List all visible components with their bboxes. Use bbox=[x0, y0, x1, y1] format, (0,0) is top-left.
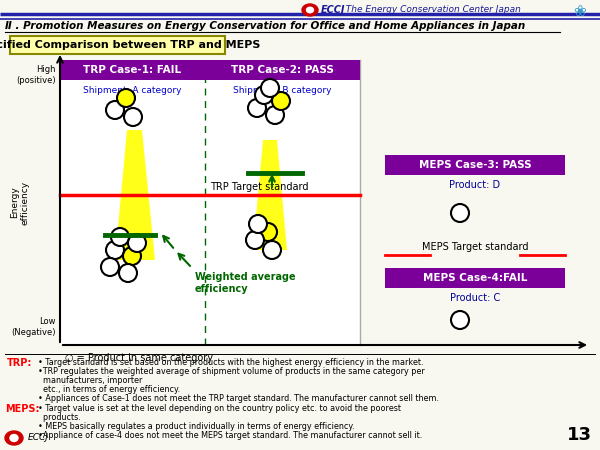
Text: products.: products. bbox=[38, 413, 81, 422]
Ellipse shape bbox=[5, 431, 23, 445]
Polygon shape bbox=[115, 130, 155, 260]
Text: TRP Case-2: PASS: TRP Case-2: PASS bbox=[231, 65, 334, 75]
Circle shape bbox=[272, 92, 290, 110]
Text: •Appliance of case-4 does not meet the MEPS target standard. The manufacturer ca: •Appliance of case-4 does not meet the M… bbox=[38, 431, 422, 440]
Text: TRP:: TRP: bbox=[7, 358, 32, 368]
FancyBboxPatch shape bbox=[385, 155, 565, 175]
Text: ECCJ: ECCJ bbox=[321, 5, 346, 15]
Ellipse shape bbox=[307, 7, 314, 13]
FancyBboxPatch shape bbox=[60, 60, 205, 80]
Text: ○ = Product in same category: ○ = Product in same category bbox=[65, 353, 213, 363]
Circle shape bbox=[255, 86, 273, 104]
Text: 13: 13 bbox=[567, 426, 592, 444]
Text: MEPS Target standard: MEPS Target standard bbox=[422, 242, 528, 252]
Text: Energy
efficiency: Energy efficiency bbox=[10, 180, 30, 225]
FancyBboxPatch shape bbox=[205, 60, 360, 80]
Text: • Target value is set at the level depending on the country policy etc. to avoid: • Target value is set at the level depen… bbox=[38, 404, 401, 413]
Circle shape bbox=[101, 258, 119, 276]
Circle shape bbox=[451, 204, 469, 222]
Polygon shape bbox=[253, 140, 287, 250]
FancyBboxPatch shape bbox=[60, 60, 360, 345]
FancyBboxPatch shape bbox=[385, 268, 565, 288]
Circle shape bbox=[248, 99, 266, 117]
Circle shape bbox=[117, 89, 135, 107]
Text: • MEPS basically regulates a product individually in terms of energy efficiency.: • MEPS basically regulates a product ind… bbox=[38, 422, 355, 431]
Circle shape bbox=[111, 228, 129, 246]
Circle shape bbox=[266, 106, 284, 124]
Text: Low
(Negative): Low (Negative) bbox=[11, 317, 56, 337]
Text: etc., in terms of energy efficiency.: etc., in terms of energy efficiency. bbox=[38, 385, 180, 394]
Circle shape bbox=[249, 215, 267, 233]
Circle shape bbox=[124, 108, 142, 126]
Circle shape bbox=[119, 264, 137, 282]
Circle shape bbox=[261, 79, 279, 97]
Ellipse shape bbox=[302, 4, 318, 16]
FancyBboxPatch shape bbox=[10, 36, 225, 54]
Circle shape bbox=[123, 247, 141, 265]
Circle shape bbox=[106, 101, 124, 119]
Text: High
(positive): High (positive) bbox=[16, 65, 56, 85]
Text: Ⅱ . Promotion Measures on Energy Conservation for Office and Home Appliances in : Ⅱ . Promotion Measures on Energy Conserv… bbox=[5, 21, 525, 31]
Text: Shipment: B category: Shipment: B category bbox=[233, 86, 332, 95]
Circle shape bbox=[106, 241, 124, 259]
Text: Shipment: A category: Shipment: A category bbox=[83, 86, 182, 95]
Text: ECCJ: ECCJ bbox=[28, 433, 49, 442]
Text: •TRP regulates the weighted average of shipment volume of products in the same c: •TRP regulates the weighted average of s… bbox=[38, 367, 425, 376]
Text: ❀: ❀ bbox=[574, 4, 586, 18]
Text: TRP Target standard: TRP Target standard bbox=[210, 182, 308, 192]
Circle shape bbox=[246, 231, 264, 249]
Text: manufacturers, importer: manufacturers, importer bbox=[38, 376, 142, 385]
Circle shape bbox=[451, 311, 469, 329]
Text: The Energy Conservation Center Japan: The Energy Conservation Center Japan bbox=[340, 5, 521, 14]
Circle shape bbox=[263, 241, 281, 259]
Circle shape bbox=[259, 223, 277, 241]
Text: Specified Comparison between TRP and MEPS: Specified Comparison between TRP and MEP… bbox=[0, 40, 260, 50]
Text: MEPS:: MEPS: bbox=[5, 404, 40, 414]
Text: MEPS Case-4:FAIL: MEPS Case-4:FAIL bbox=[423, 273, 527, 283]
Text: Product: D: Product: D bbox=[449, 180, 500, 190]
Circle shape bbox=[128, 234, 146, 252]
Text: • Appliances of Case-1 does not meet the TRP target standard. The manufacturer c: • Appliances of Case-1 does not meet the… bbox=[38, 394, 439, 403]
Ellipse shape bbox=[10, 435, 18, 441]
Text: • Target standard is set based on the products with the highest energy efficienc: • Target standard is set based on the pr… bbox=[38, 358, 424, 367]
Text: MEPS Case-3: PASS: MEPS Case-3: PASS bbox=[419, 160, 532, 170]
Text: TRP Case-1: FAIL: TRP Case-1: FAIL bbox=[83, 65, 182, 75]
Text: Weighted average
efficiency: Weighted average efficiency bbox=[195, 272, 296, 293]
Text: Product: C: Product: C bbox=[450, 293, 500, 303]
